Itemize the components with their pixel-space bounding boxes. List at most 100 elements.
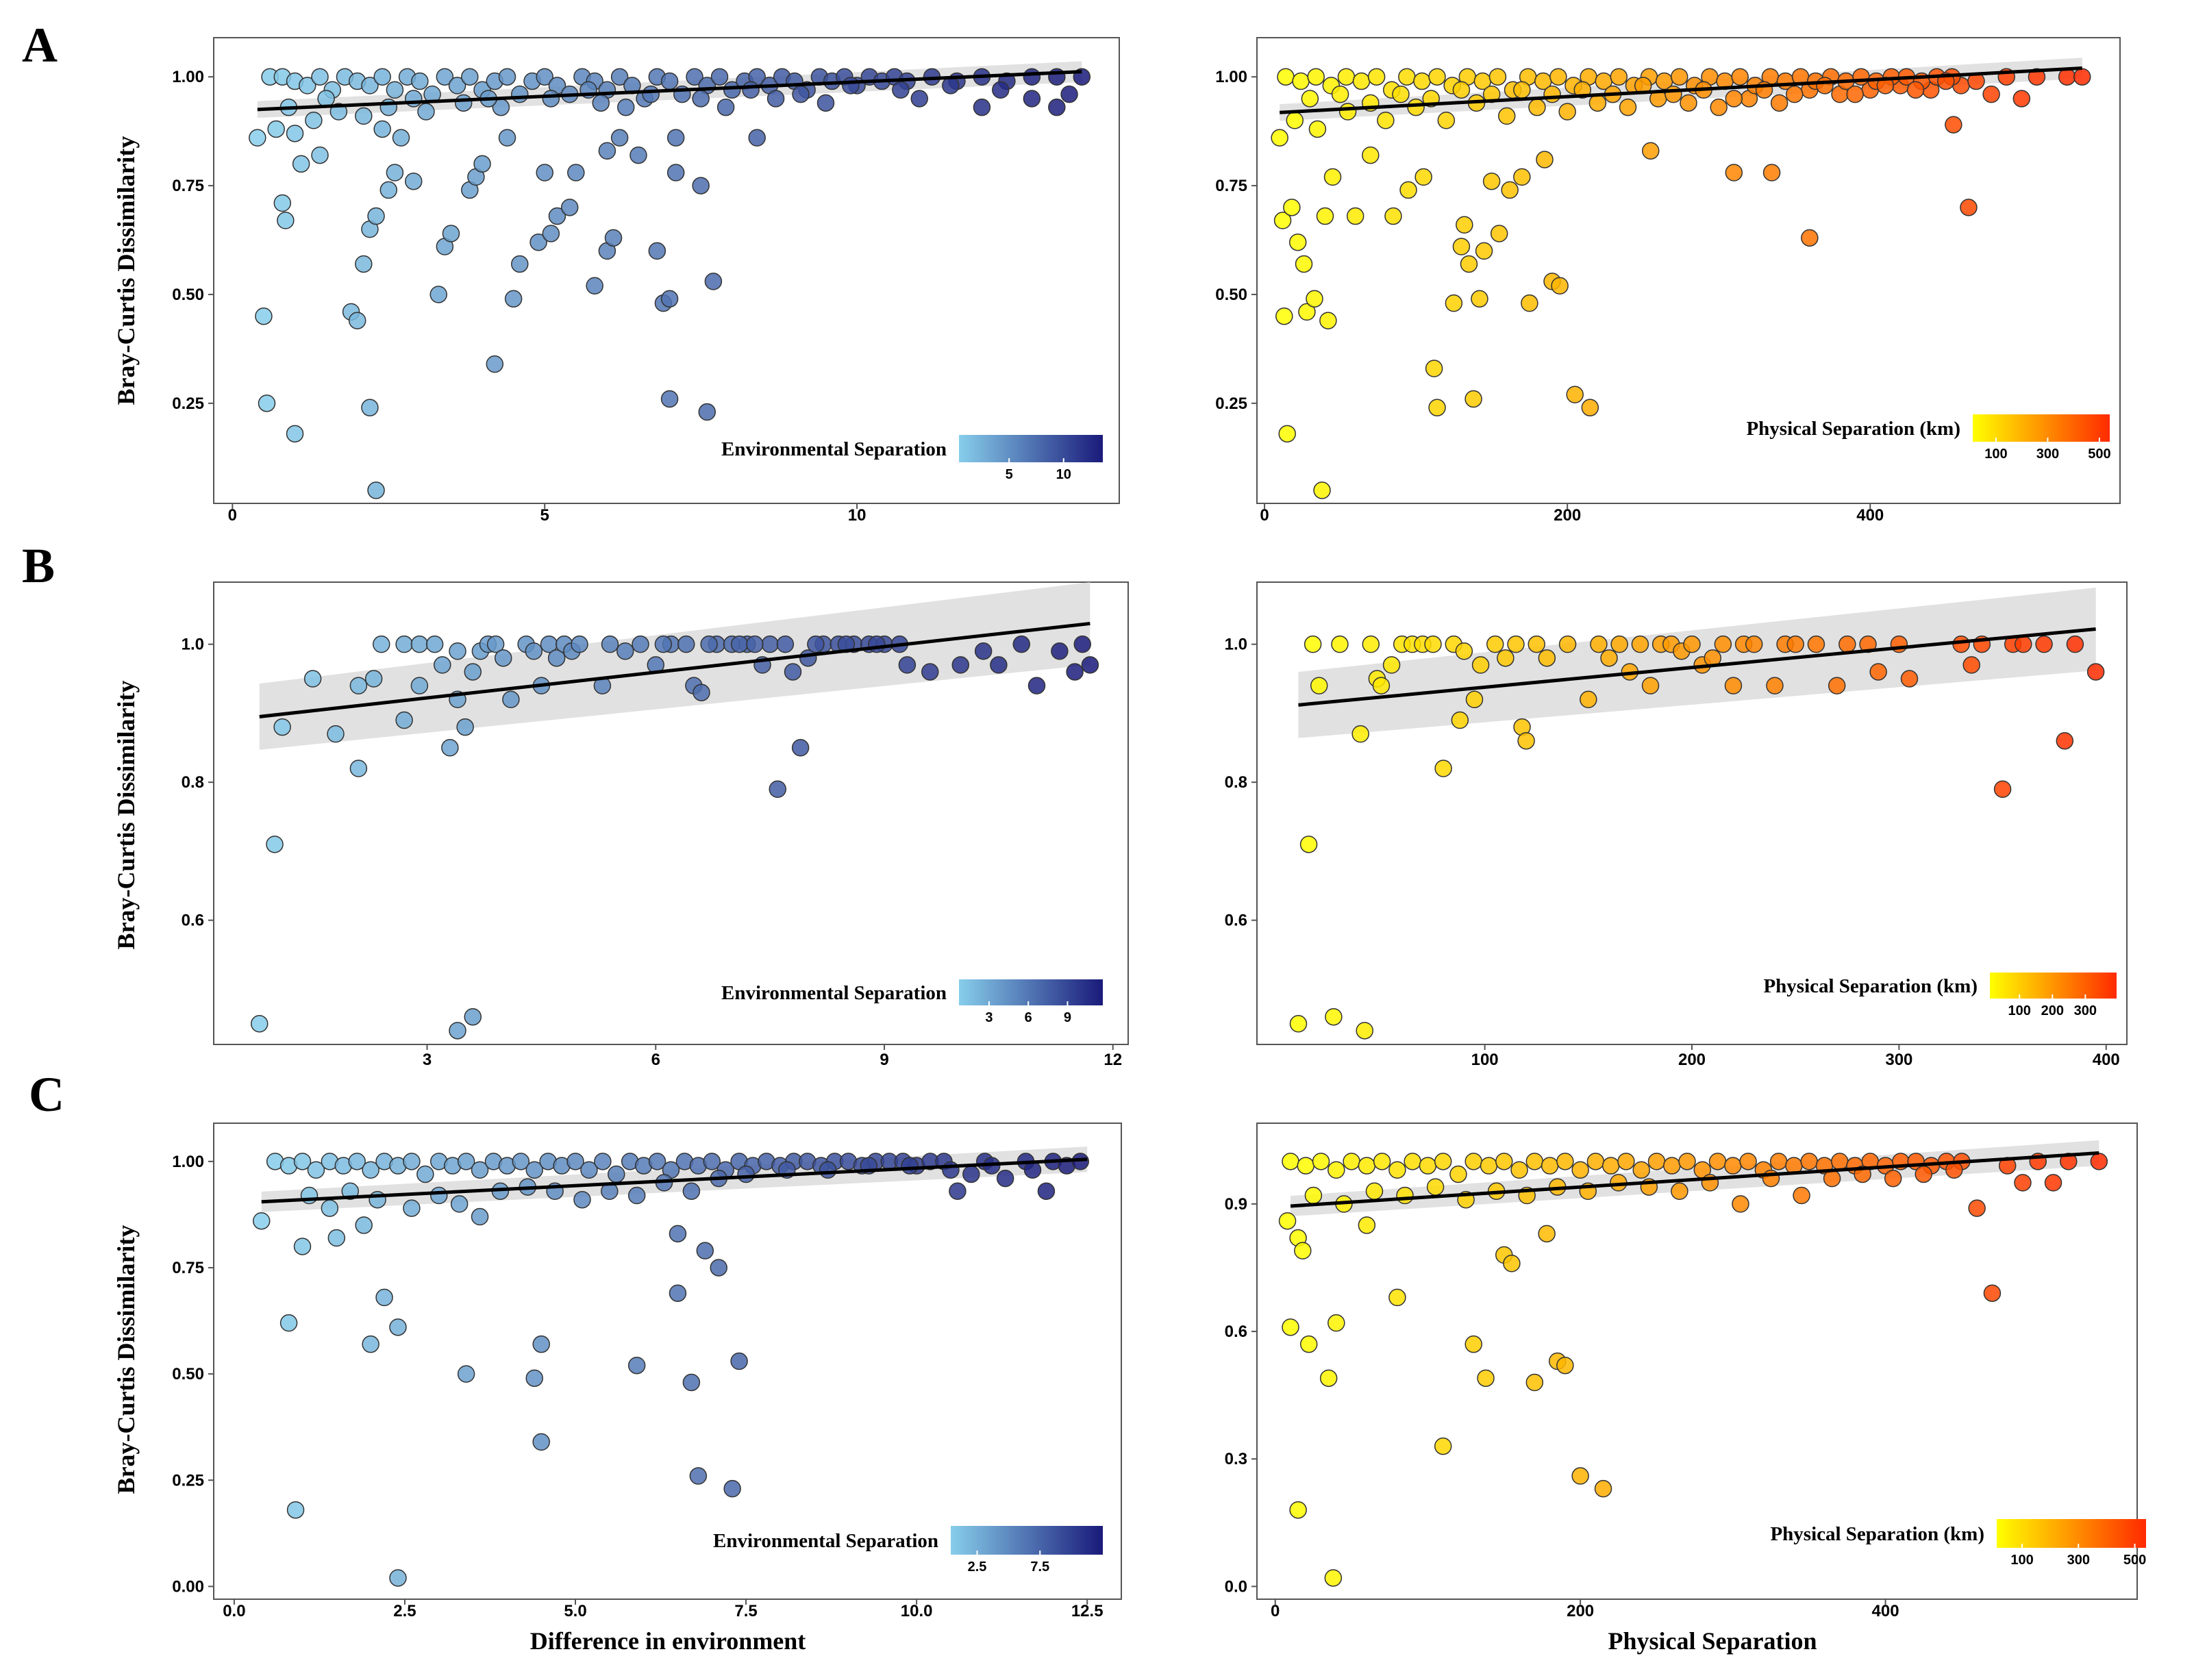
data-point	[992, 81, 1010, 99]
x-tick-label: 5.0	[564, 1602, 586, 1620]
data-point	[1617, 1153, 1635, 1170]
data-point	[1501, 181, 1519, 199]
data-point	[299, 77, 316, 95]
data-point	[1594, 1479, 1612, 1498]
data-point	[1306, 290, 1323, 308]
confidence-band	[259, 582, 1090, 750]
data-point	[279, 1314, 298, 1332]
data-point	[1471, 290, 1488, 308]
data-point	[1525, 1373, 1544, 1392]
data-point	[586, 277, 603, 294]
data-point	[1278, 425, 1296, 443]
data-point	[471, 1161, 489, 1179]
y-tick-label: 0.50	[172, 1365, 204, 1383]
data-point	[1732, 1195, 1749, 1213]
data-point	[457, 1153, 475, 1170]
data-point	[1830, 1153, 1849, 1170]
data-point	[1581, 399, 1599, 416]
data-point	[1310, 677, 1328, 694]
data-point	[1419, 1157, 1437, 1175]
data-point	[1724, 677, 1743, 694]
data-point	[1428, 68, 1446, 86]
data-point	[1298, 303, 1316, 321]
data-point	[273, 718, 291, 736]
data-point	[1503, 1255, 1521, 1272]
data-point	[1299, 836, 1318, 853]
data-point	[573, 1190, 591, 1209]
legend-color-bar	[1997, 1519, 2146, 1548]
y-tick-label: 0.50	[172, 286, 204, 304]
data-point	[627, 1186, 646, 1205]
data-point	[942, 1161, 960, 1179]
data-point	[373, 635, 390, 653]
data-point	[249, 129, 266, 147]
legend-title: Environmental Separation	[721, 438, 947, 460]
data-point	[1983, 1284, 2002, 1302]
data-point	[349, 760, 368, 777]
data-point	[716, 98, 735, 116]
y-tick-label: 0.00	[172, 1577, 204, 1596]
data-point	[1316, 207, 1334, 225]
data-point	[1434, 760, 1452, 777]
x-tick-label: 0.0	[223, 1602, 245, 1620]
data-point	[1900, 670, 1919, 688]
data-point	[1558, 635, 1577, 653]
legend-tick-label: 9	[1064, 1010, 1071, 1025]
legend-color-bar	[959, 435, 1103, 462]
data-point	[601, 635, 619, 653]
data-point	[405, 90, 423, 108]
data-point	[502, 690, 520, 709]
data-point	[1952, 635, 1970, 653]
data-point	[567, 164, 585, 181]
legend-title: Physical Separation (km)	[1746, 418, 1960, 440]
data-point	[293, 1153, 312, 1170]
data-point	[498, 129, 516, 147]
y-tick-label: 0.25	[172, 394, 204, 413]
data-point	[1428, 399, 1446, 416]
data-point	[364, 670, 383, 688]
data-point	[792, 85, 810, 103]
data-point	[610, 68, 629, 86]
data-point	[1525, 1153, 1544, 1170]
legend-tick-label: 7.5	[1030, 1559, 1049, 1575]
data-point	[654, 635, 673, 653]
data-point	[1449, 1165, 1467, 1183]
data-point	[1528, 98, 1546, 116]
data-point	[560, 199, 579, 216]
data-point	[252, 1212, 271, 1230]
data-point	[1465, 690, 1484, 709]
data-point	[1319, 312, 1337, 329]
y-tick-label: 0.6	[1225, 1322, 1247, 1341]
data-point	[1351, 725, 1369, 743]
data-point	[2044, 1174, 2062, 1192]
data-point	[1852, 68, 1870, 86]
data-point	[389, 1318, 407, 1336]
data-point	[1023, 90, 1041, 108]
data-point	[1327, 1161, 1345, 1179]
data-point	[1434, 1153, 1452, 1170]
data-point	[510, 255, 529, 273]
data-point	[1725, 164, 1743, 181]
x-tick-label: 400	[1856, 506, 1884, 525]
data-point	[1968, 1199, 1986, 1217]
data-point	[1460, 255, 1478, 273]
data-point	[1482, 172, 1501, 190]
data-point	[1277, 68, 1295, 86]
data-point	[669, 1225, 687, 1243]
data-point	[1541, 1157, 1559, 1175]
data-point	[1945, 116, 1962, 134]
data-point	[321, 1199, 339, 1217]
data-point	[1399, 181, 1417, 199]
data-point	[669, 1284, 687, 1302]
data-point	[2035, 635, 2053, 653]
data-point	[1060, 85, 1078, 103]
data-point	[410, 635, 429, 653]
data-point	[592, 94, 610, 112]
data-point	[373, 68, 391, 86]
data-point	[410, 677, 429, 694]
data-point	[842, 77, 860, 95]
data-point	[1367, 68, 1386, 86]
data-point	[1426, 1178, 1445, 1196]
data-point	[361, 77, 379, 95]
legend-tick-label: 6	[1025, 1010, 1032, 1025]
